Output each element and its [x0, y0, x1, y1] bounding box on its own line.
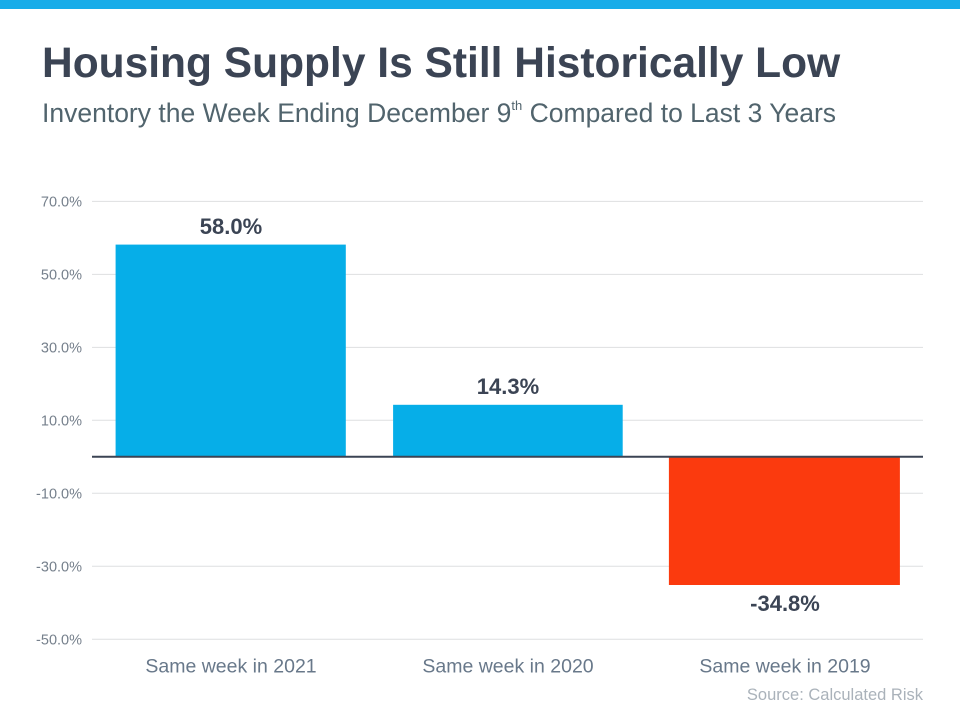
svg-text:70.0%: 70.0% [41, 195, 82, 211]
svg-text:Same week in 2020: Same week in 2020 [422, 656, 593, 678]
svg-text:Source: Calculated Risk: Source: Calculated Risk [747, 686, 924, 704]
svg-text:-50.0%: -50.0% [36, 633, 82, 649]
svg-text:-30.0%: -30.0% [36, 560, 82, 576]
svg-text:10.0%: 10.0% [41, 414, 82, 430]
svg-text:Same week in 2019: Same week in 2019 [699, 656, 870, 678]
svg-text:-34.8%: -34.8% [750, 591, 820, 616]
svg-text:58.0%: 58.0% [200, 214, 262, 239]
svg-text:Same week in 2021: Same week in 2021 [145, 656, 316, 678]
svg-text:14.3%: 14.3% [477, 374, 539, 399]
svg-text:-10.0%: -10.0% [36, 487, 82, 503]
svg-text:50.0%: 50.0% [41, 268, 82, 284]
svg-text:30.0%: 30.0% [41, 341, 82, 357]
